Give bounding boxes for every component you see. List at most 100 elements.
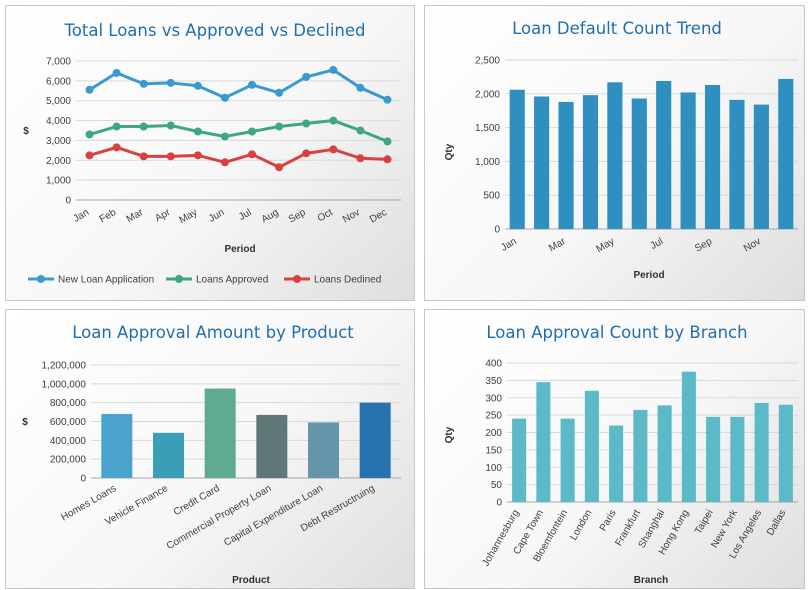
y-tick-label: 1,000 xyxy=(475,157,500,168)
legend-label: Loans Dedined xyxy=(314,275,381,286)
y-tick-label: 100 xyxy=(485,463,502,474)
bar xyxy=(509,89,525,229)
data-point xyxy=(193,81,202,90)
x-tick-label: Nov xyxy=(742,236,763,254)
bar xyxy=(778,404,793,502)
data-point xyxy=(112,68,121,77)
data-point xyxy=(193,151,202,160)
data-point xyxy=(248,150,257,159)
x-tick-label: Sep xyxy=(287,207,308,226)
y-tick-label: 0 xyxy=(80,474,86,485)
x-tick-label: Jan xyxy=(72,207,91,225)
series-line xyxy=(88,68,389,102)
y-tick-label: 350 xyxy=(485,376,502,387)
chart-panel-total-loans: Total Loans vs Approved vs Declined $ Pe… xyxy=(5,5,415,301)
data-point xyxy=(356,154,365,163)
data-point xyxy=(193,127,202,136)
data-point xyxy=(248,80,257,89)
bar xyxy=(512,418,527,502)
data-point xyxy=(166,152,175,161)
y-tick-label: 400 xyxy=(485,359,502,370)
y-tick-label: 1,000 xyxy=(46,176,71,187)
bar xyxy=(584,390,599,502)
y-axis-label: Qty xyxy=(444,143,455,160)
bar xyxy=(631,98,647,229)
bar xyxy=(534,96,550,229)
bar xyxy=(656,80,672,230)
bar xyxy=(729,99,745,229)
x-tick-label: Feb xyxy=(98,207,119,225)
chart-title: Loan Approval Count by Branch xyxy=(486,323,747,342)
data-point xyxy=(302,72,311,81)
y-tick-label: 6,000 xyxy=(46,76,71,87)
data-point xyxy=(329,65,338,74)
data-point xyxy=(275,88,284,97)
series-line xyxy=(89,145,388,169)
bar xyxy=(607,82,623,229)
x-tick-label: Jul xyxy=(237,207,254,223)
bar xyxy=(359,402,391,478)
bar xyxy=(308,422,339,478)
data-point xyxy=(275,163,284,172)
x-tick-label: Capital Expenditure Loan xyxy=(222,483,325,549)
y-tick-label: 1,200,000 xyxy=(42,361,87,372)
chart-panel-count-by-branch: Loan Approval Count by Branch Qty Branch… xyxy=(424,309,805,589)
data-point xyxy=(139,79,148,88)
x-tick-label: Oct xyxy=(316,207,335,224)
x-tick-label: Jan xyxy=(499,236,518,254)
bar xyxy=(704,85,721,230)
x-tick-label: Jul xyxy=(649,236,666,252)
y-tick-label: 250 xyxy=(485,411,502,422)
legend-label: Loans Approved xyxy=(196,275,268,286)
data-point xyxy=(383,155,392,164)
chart-panel-amount-by-product: Loan Approval Amount by Product $ Produc… xyxy=(5,309,415,589)
bar xyxy=(256,414,288,478)
bar xyxy=(204,388,236,478)
data-point xyxy=(356,126,365,135)
y-axis-label: $ xyxy=(22,417,28,428)
series-line xyxy=(89,119,389,143)
bar xyxy=(681,371,696,502)
chart-panel-default-trend: Loan Default Count Trend Qty Period 0 500… xyxy=(424,5,805,301)
bar xyxy=(558,101,574,229)
data-point xyxy=(85,151,94,160)
x-axis-label: Period xyxy=(224,244,255,255)
x-tick-label: May xyxy=(178,207,200,226)
data-point xyxy=(248,127,257,136)
x-tick-label: Dallas xyxy=(765,508,788,538)
y-tick-label: 0 xyxy=(494,225,500,236)
data-point xyxy=(220,132,229,141)
legend-marker xyxy=(175,275,183,283)
legend-label: New Loan Application xyxy=(58,275,154,286)
x-axis-label: Product xyxy=(232,575,270,586)
data-point xyxy=(329,145,338,154)
bar xyxy=(153,432,184,478)
y-tick-label: 3,000 xyxy=(46,136,71,147)
bar xyxy=(101,413,133,478)
data-point xyxy=(302,119,311,128)
chart-title: Loan Default Count Trend xyxy=(512,19,722,38)
bar xyxy=(536,382,551,502)
total-loans-chart: Total Loans vs Approved vs Declined $ Pe… xyxy=(23,21,401,286)
bar xyxy=(633,409,648,502)
x-tick-label: Mar xyxy=(547,236,568,254)
chart-title: Loan Approval Amount by Product xyxy=(72,323,354,342)
data-point xyxy=(302,149,311,158)
y-tick-label: 7,000 xyxy=(46,57,71,68)
x-tick-label: Mar xyxy=(125,207,146,225)
bar xyxy=(706,416,721,502)
x-tick-label: Dec xyxy=(368,207,389,225)
bar xyxy=(753,104,769,229)
x-tick-label: Paris xyxy=(598,508,619,533)
y-tick-label: 800,000 xyxy=(50,398,87,409)
y-tick-label: 5,000 xyxy=(46,96,71,107)
y-tick-label: 0 xyxy=(65,196,71,207)
default-trend-chart: Loan Default Count Trend Qty Period 0 500… xyxy=(444,19,798,281)
y-tick-label: 0 xyxy=(496,498,502,509)
legend-marker xyxy=(37,275,45,283)
x-axis-label: Branch xyxy=(634,575,668,586)
chart-title: Total Loans vs Approved vs Declined xyxy=(64,21,366,40)
bar xyxy=(582,95,599,229)
bar xyxy=(609,425,624,502)
count-by-branch-chart: Loan Approval Count by Branch Qty Branch… xyxy=(444,323,798,586)
